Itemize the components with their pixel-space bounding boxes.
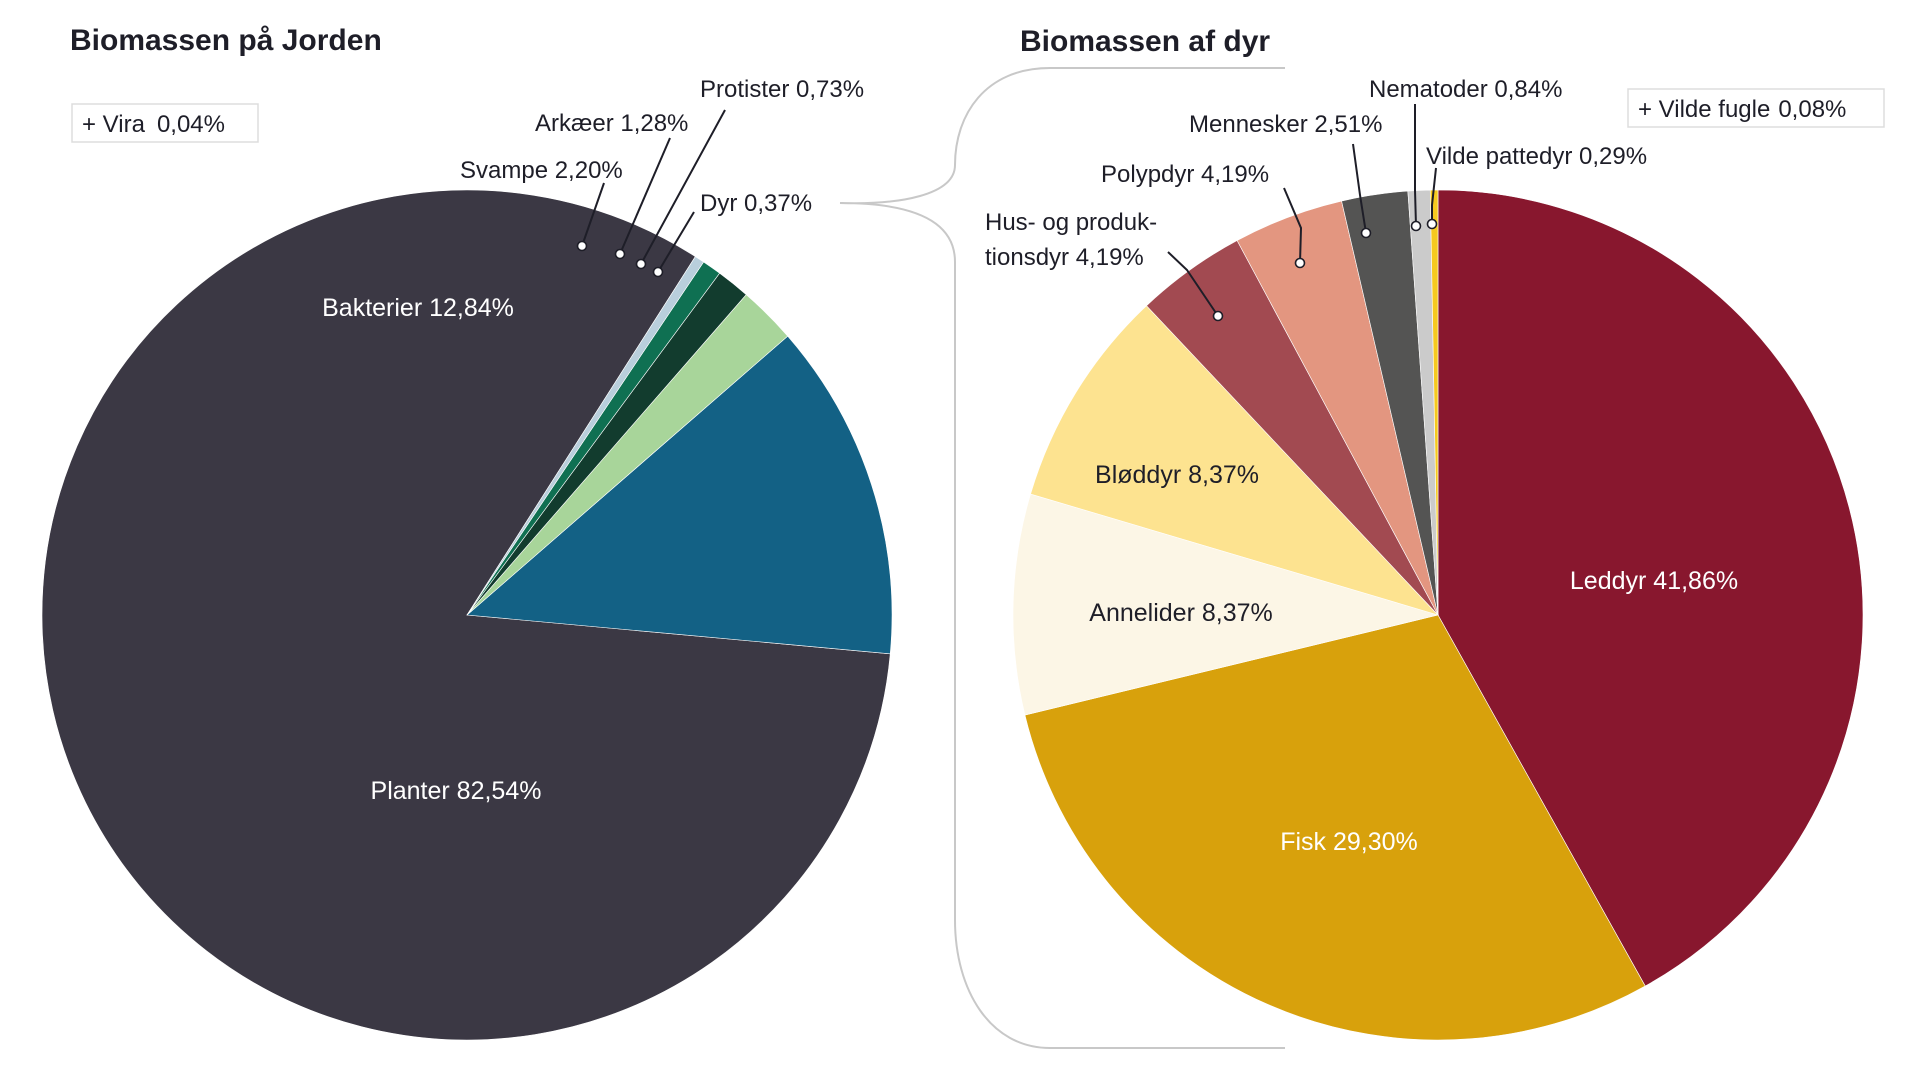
slice-label-protister: Protister 0,73% — [700, 76, 864, 103]
chart-title-earth: Biomassen på Jorden — [70, 24, 382, 57]
note-vira-value: 0,04% — [157, 111, 225, 138]
note-fugle-label: + Vilde fugle — [1638, 96, 1770, 123]
slice-label-mennesker: Mennesker 2,51% — [1189, 111, 1382, 138]
slice-label-bakterier: Bakterier 12,84% — [322, 294, 514, 322]
note-vira: + Vira 0,04% — [71, 103, 259, 143]
connector-brace — [839, 67, 1285, 1049]
leaders-earth: Svampe 2,20% Arkæer 1,28% Protister 0,73… — [460, 76, 864, 278]
earth-slice-bakterier — [466, 335, 893, 655]
note-vilde-fugle: + Vilde fugle 0,08% — [1627, 88, 1885, 128]
slice-label-vilde-pattedyr: Vilde pattedyr 0,29% — [1426, 143, 1647, 170]
slice-label-leddyr: Leddyr 41,86% — [1570, 567, 1738, 595]
leaders-animals: Hus- og produk- tionsdyr 4,19% Polypdyr … — [985, 76, 1647, 322]
slice-label-husdyr-2: tionsdyr 4,19% — [985, 244, 1144, 271]
note-fugle-value: 0,08% — [1778, 96, 1846, 123]
chart-title-animals: Biomassen af dyr — [1020, 25, 1270, 58]
earth-slice-dyr — [466, 256, 705, 616]
slice-label-arkaeer: Arkæer 1,28% — [535, 110, 688, 137]
slice-label-annelider: Annelider 8,37% — [1089, 599, 1272, 627]
slice-label-polypdyr: Polypdyr 4,19% — [1101, 161, 1269, 188]
slice-label-planter: Planter 82,54% — [371, 777, 542, 805]
animals-slice-annelider — [1012, 493, 1440, 716]
slice-label-dyr: Dyr 0,37% — [700, 190, 812, 217]
slice-label-fisk: Fisk 29,30% — [1280, 828, 1418, 856]
animals-slice-bløddyr — [1030, 305, 1439, 616]
slice-label-svampe: Svampe 2,20% — [460, 157, 623, 184]
earth-slice-planter — [41, 189, 891, 1041]
pie-earth — [41, 189, 893, 1041]
note-vira-label: + Vira — [82, 111, 146, 138]
slice-label-nematoder: Nematoder 0,84% — [1369, 76, 1562, 103]
pie-animals — [1012, 189, 1864, 1041]
slice-label-husdyr: Hus- og produk- — [985, 209, 1157, 236]
slice-label-bloeddyr: Bløddyr 8,37% — [1095, 461, 1259, 489]
husdyr-line-2: tionsdyr 4,19% — [985, 244, 1144, 271]
husdyr-line-1: Hus- og produk- — [985, 209, 1157, 236]
animals-slice-fisk — [1024, 614, 1646, 1041]
animals-slice-leddyr — [1437, 189, 1864, 987]
